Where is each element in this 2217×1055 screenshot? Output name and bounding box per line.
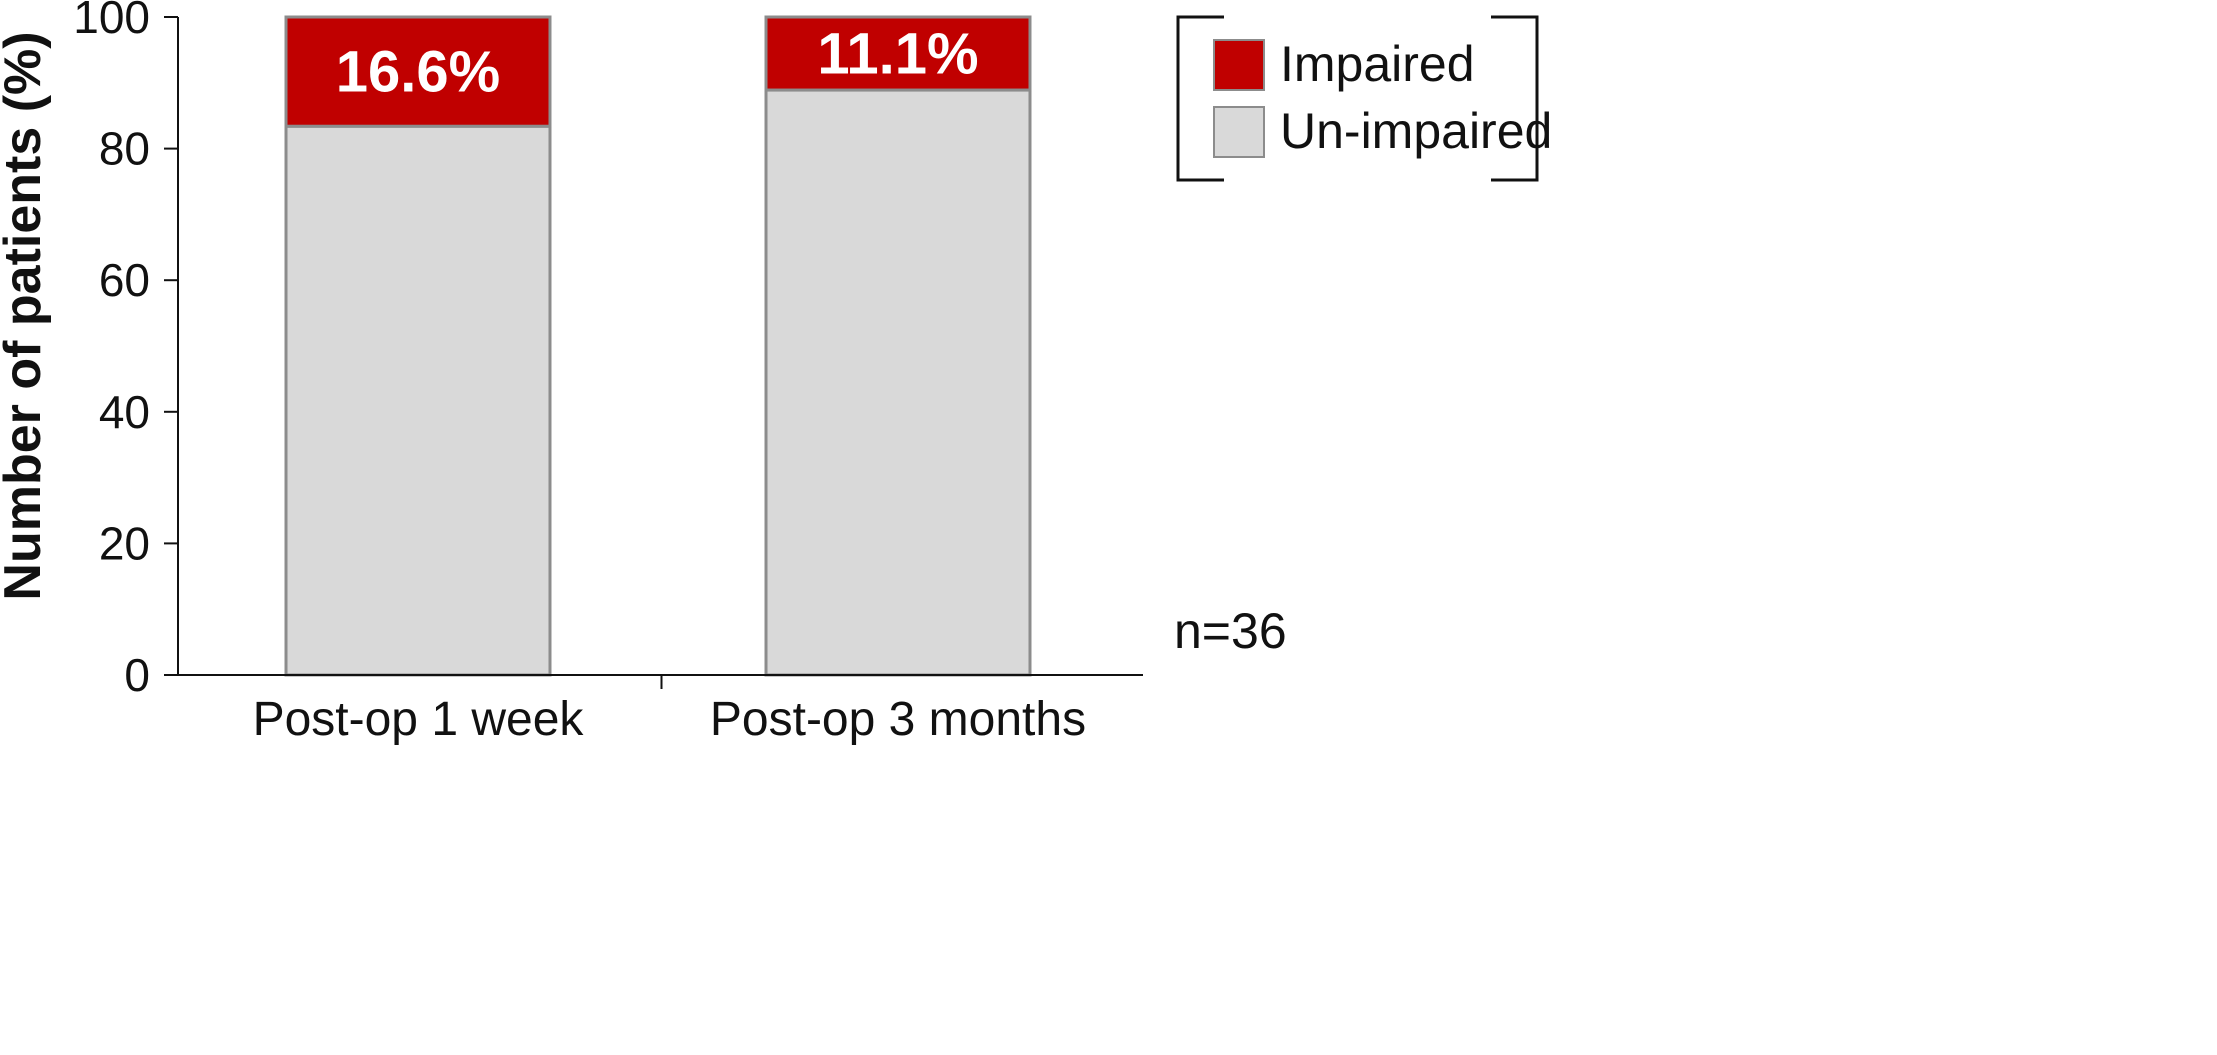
axes-layer <box>164 16 1143 689</box>
legend: Impaired Un-impaired <box>1176 15 1552 182</box>
legend-label-impaired: Impaired <box>1280 36 1475 92</box>
legend-swatch-un-impaired <box>1213 106 1265 158</box>
y-tick-label: 40 <box>99 386 150 438</box>
y-axis-title: Number of patients (%) <box>0 31 52 600</box>
bar-impaired-2 <box>764 15 1032 92</box>
y-tick-label: 80 <box>99 123 150 175</box>
bar-impaired-1 <box>284 15 552 128</box>
legend-label-un-impaired: Un-impaired <box>1280 103 1552 159</box>
x-tick-label-1: Post-op 1 week <box>253 693 585 746</box>
y-tick-label: 0 <box>124 649 150 701</box>
bars-layer <box>284 15 1032 677</box>
legend-bracket-left <box>1176 15 1224 182</box>
x-tick-label-2: Post-op 3 months <box>710 693 1086 746</box>
legend-swatch-impaired <box>1213 39 1265 91</box>
bar-un-impaired-1 <box>284 124 552 677</box>
labels-layer: 16.6% Post-op 1 week 11.1% Post-op 3 months… <box>0 0 1287 746</box>
data-label-1: 16.6% <box>336 40 500 105</box>
bar-un-impaired-2 <box>764 88 1032 677</box>
y-tick-label: 100 <box>73 0 150 43</box>
sample-size-annotation: n=36 <box>1174 603 1287 659</box>
y-tick-label: 60 <box>99 254 150 306</box>
legend-bracket-right <box>1491 15 1539 182</box>
y-tick-label: 20 <box>99 517 150 569</box>
data-label-2: 11.1% <box>817 22 978 87</box>
